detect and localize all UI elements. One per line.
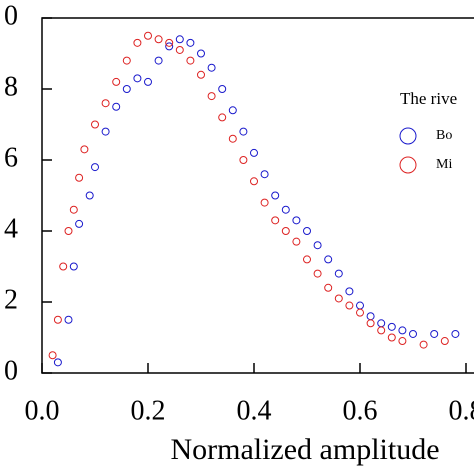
point: [398, 326, 407, 335]
point: [186, 56, 195, 65]
x-tick-label: 0.2: [131, 395, 166, 426]
point: [387, 333, 396, 342]
point: [292, 237, 301, 246]
point: [260, 198, 269, 207]
point: [175, 35, 184, 44]
point: [144, 31, 152, 40]
point: [69, 205, 78, 214]
point: [53, 358, 62, 367]
point: [356, 308, 364, 317]
y-tick-label: 2: [4, 284, 18, 315]
point: [69, 262, 78, 271]
point: [175, 45, 184, 54]
y-tick-label: 0: [4, 0, 18, 31]
point: [85, 191, 94, 200]
point: [144, 77, 152, 86]
legend-marker: [399, 127, 417, 145]
point: [345, 301, 354, 310]
point: [122, 56, 131, 65]
point: [64, 227, 73, 235]
point: [250, 177, 258, 186]
point: [133, 74, 142, 83]
point: [207, 92, 216, 101]
point: [228, 134, 237, 143]
point: [80, 145, 89, 154]
point: [122, 85, 131, 93]
point: [48, 351, 57, 360]
legend-label: Mi: [436, 157, 452, 172]
point: [292, 216, 301, 225]
x-tick-label: 0.0: [25, 395, 60, 426]
point: [239, 127, 248, 136]
point: [154, 56, 163, 65]
point: [303, 227, 311, 235]
point: [334, 269, 343, 278]
point: [324, 255, 333, 264]
point: [387, 322, 396, 331]
point: [313, 269, 322, 278]
point: [271, 216, 280, 225]
point: [356, 301, 364, 310]
point: [197, 70, 205, 79]
point: [377, 319, 386, 328]
point: [313, 241, 322, 250]
point: [281, 205, 290, 214]
point: [186, 38, 195, 47]
legend-title: The rive: [400, 89, 457, 108]
point: [430, 329, 439, 338]
x-axis-label: Normalized amplitude: [170, 433, 439, 466]
x-tick-label: 0.8: [449, 395, 474, 426]
point: [133, 38, 142, 47]
y-tick-label: 8: [4, 71, 18, 102]
point: [112, 77, 121, 86]
x-tick-label: 0.4: [237, 395, 272, 426]
point: [228, 106, 237, 115]
point: [64, 315, 73, 324]
point: [260, 170, 269, 179]
point: [334, 294, 343, 303]
point: [440, 337, 449, 346]
point: [165, 42, 174, 51]
y-tick-label: 6: [4, 142, 18, 173]
point: [53, 315, 62, 324]
point: [197, 49, 205, 58]
point: [239, 156, 248, 164]
point: [398, 337, 407, 346]
point: [101, 127, 110, 136]
point: [218, 85, 227, 93]
point: [91, 163, 99, 172]
point: [271, 191, 280, 200]
legend-marker: [399, 156, 417, 174]
point: [59, 262, 68, 271]
x-tick-label: 0.6: [343, 395, 378, 426]
point: [91, 120, 99, 129]
point: [75, 219, 84, 228]
point: [419, 340, 428, 349]
point: [451, 329, 460, 338]
point: [303, 255, 311, 264]
point: [377, 326, 386, 335]
point: [218, 113, 227, 122]
point: [345, 287, 354, 296]
point: [165, 38, 174, 47]
point: [154, 35, 163, 44]
point: [366, 312, 375, 321]
point: [75, 173, 84, 182]
legend-label: Bo: [436, 128, 452, 143]
point: [324, 283, 333, 292]
plot-frame: [41, 17, 474, 374]
point: [250, 148, 258, 157]
y-tick-label: 0: [4, 355, 18, 386]
point: [101, 99, 110, 108]
point: [112, 102, 121, 111]
point: [366, 319, 375, 328]
point: [207, 63, 216, 72]
point: [281, 227, 290, 235]
point: [409, 329, 417, 338]
y-tick-label: 4: [4, 213, 18, 244]
